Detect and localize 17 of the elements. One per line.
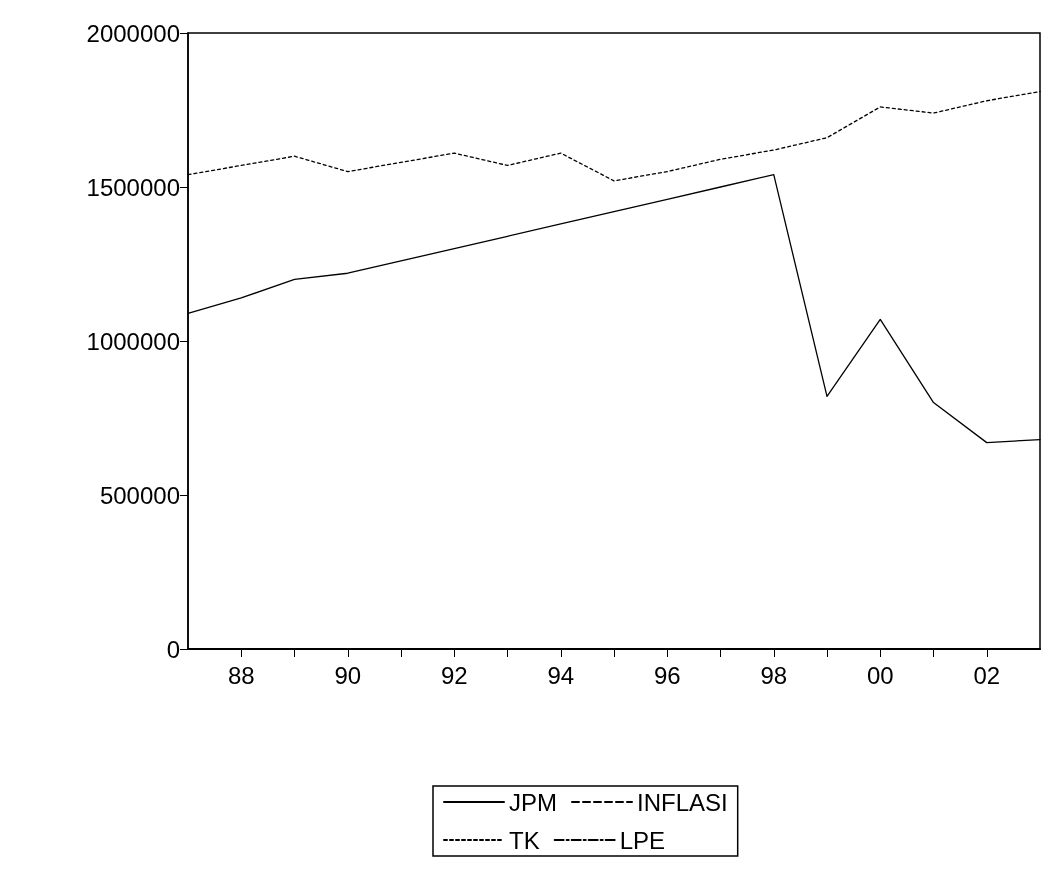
x-tick-label: 88: [227, 661, 255, 689]
y-tick-label: 500000: [99, 481, 180, 509]
legend-label: JPM: [509, 788, 557, 816]
x-tick-label: 96: [653, 661, 681, 689]
x-tick-label: 92: [440, 661, 468, 689]
x-tick-label: 94: [547, 661, 575, 689]
y-tick-label: 0: [166, 635, 180, 663]
x-tick-label: 02: [973, 661, 1001, 689]
x-tick-label: 98: [760, 661, 788, 689]
y-tick-label: 1000000: [86, 327, 180, 355]
x-tick-label: 00: [866, 661, 894, 689]
legend-label: INFLASI: [637, 788, 728, 816]
x-tick-label: 90: [334, 661, 362, 689]
y-tick-label: 2000000: [86, 19, 180, 47]
legend-label: TK: [509, 826, 540, 854]
legend-label: LPE: [619, 826, 666, 854]
y-tick-label: 1500000: [86, 173, 180, 201]
